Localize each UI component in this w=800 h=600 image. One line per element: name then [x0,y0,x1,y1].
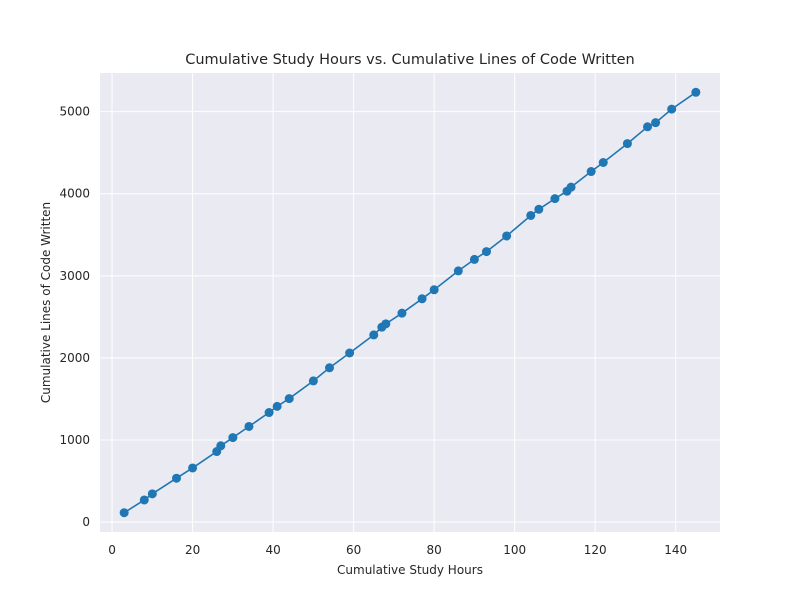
data-point [622,139,632,149]
y-axis-ticks: 0 1000 2000 3000 4000 5000 [59,105,90,530]
data-point [369,330,379,340]
x-tick-label: 60 [346,543,361,557]
data-point [691,87,701,97]
data-point [139,495,149,505]
data-point [272,401,282,411]
data-point [324,363,334,373]
data-point [244,421,254,431]
data-point [264,408,274,418]
y-tick-label: 1000 [59,433,90,447]
y-tick-label: 4000 [59,187,90,201]
data-point [284,394,294,404]
data-point [550,194,560,204]
data-point [586,167,596,177]
plot-area [100,73,720,532]
x-tick-label: 80 [427,543,442,557]
data-point [308,376,318,386]
y-tick-label: 5000 [59,105,90,119]
y-tick-label: 2000 [59,351,90,365]
x-axis-ticks: 0 20 40 60 80 100 120 140 [108,543,687,557]
data-point [216,441,226,451]
y-tick-label: 0 [82,515,90,529]
data-point [566,182,576,192]
data-point [228,433,238,443]
data-point [469,254,479,264]
y-axis-label: Cumulative Lines of Code Written [39,202,53,403]
data-point [651,118,661,128]
data-point [598,158,608,168]
data-point [381,319,391,329]
data-point [345,348,355,358]
series-group [119,87,701,518]
data-point [188,463,198,473]
data-point [502,231,512,241]
data-point [481,247,491,257]
x-tick-label: 0 [108,543,116,557]
data-point [429,285,439,295]
data-point [534,204,544,214]
x-tick-label: 140 [664,543,687,557]
data-point [526,210,536,220]
x-tick-label: 120 [584,543,607,557]
data-point [397,308,407,318]
data-point [643,122,653,132]
data-point [147,489,157,499]
data-point [667,104,677,114]
data-point [119,508,129,518]
grid-lines [100,73,720,532]
chart-title: Cumulative Study Hours vs. Cumulative Li… [185,52,635,68]
x-tick-label: 40 [265,543,280,557]
x-tick-label: 100 [503,543,526,557]
data-point [171,473,181,483]
y-tick-label: 3000 [59,269,90,283]
data-point [453,266,463,276]
x-axis-label: Cumulative Study Hours [337,563,483,577]
x-tick-label: 20 [185,543,200,557]
data-point [417,294,427,304]
